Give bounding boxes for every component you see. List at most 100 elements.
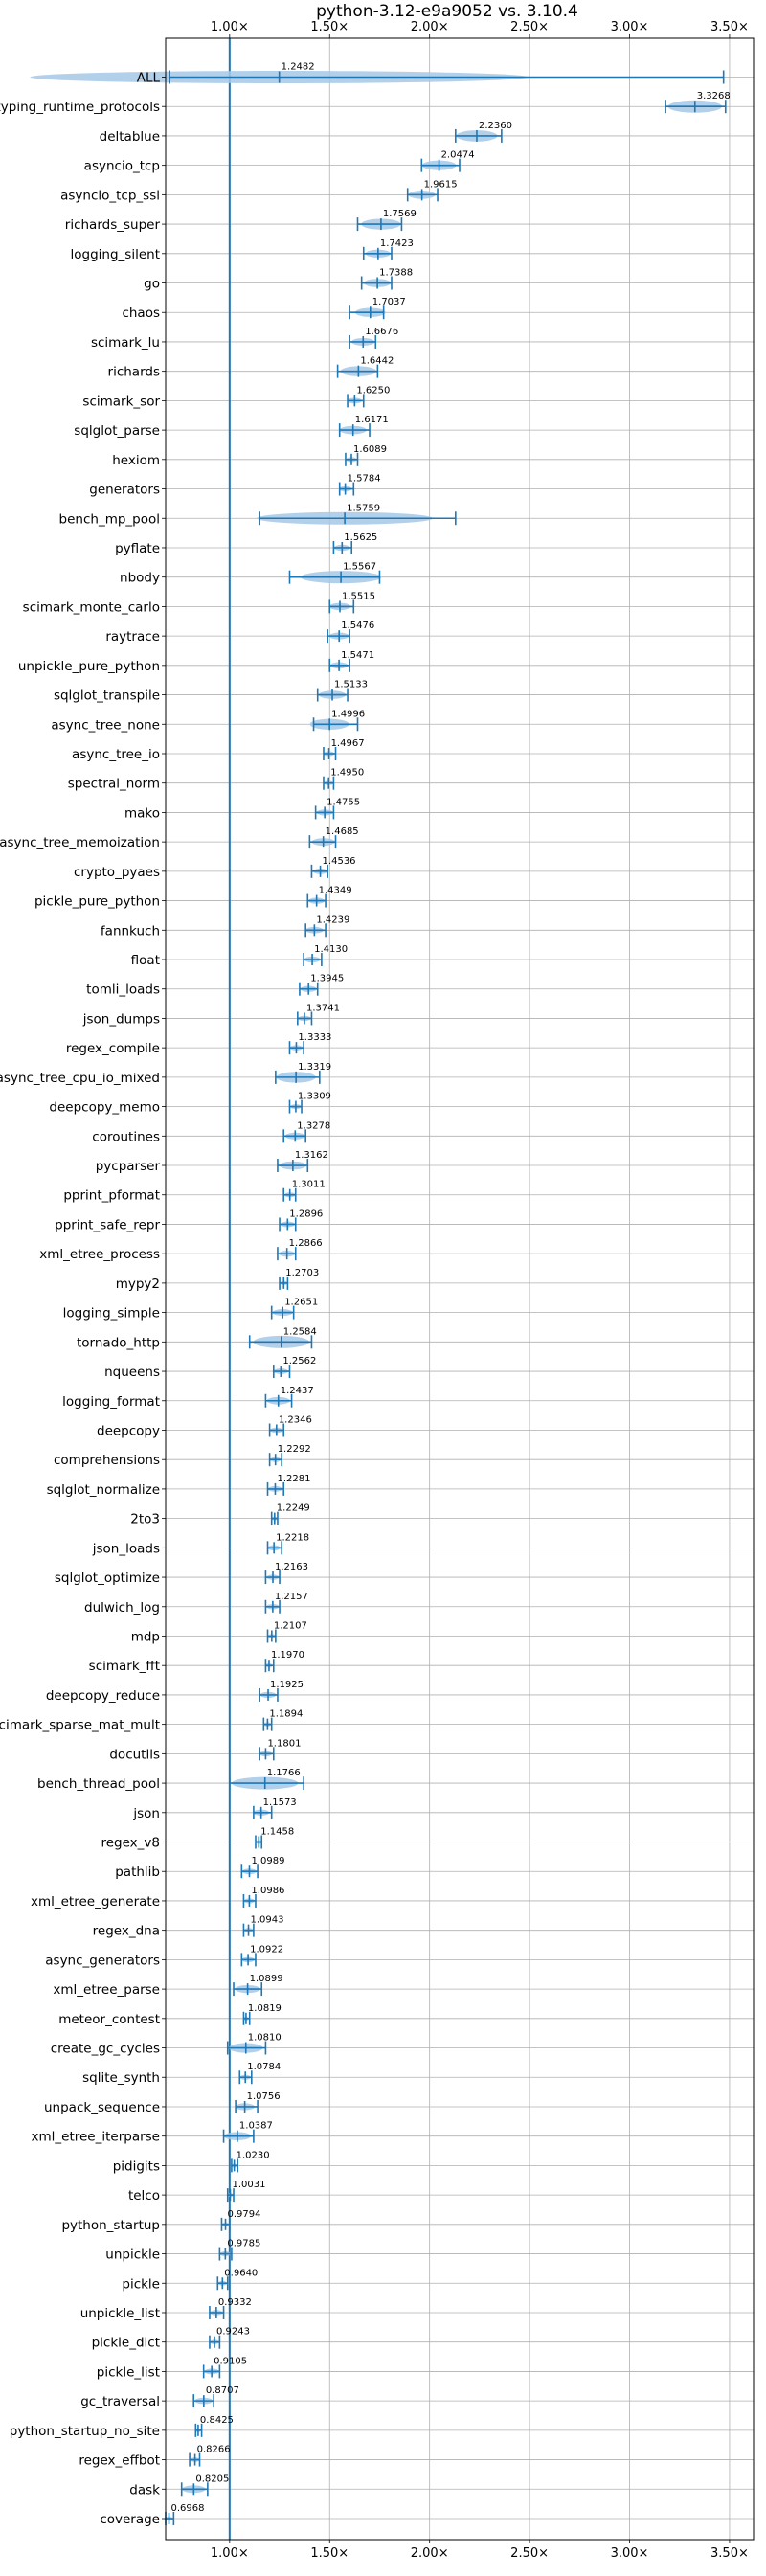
data-label: 1.0031: [232, 2180, 265, 2190]
data-label: 1.2157: [275, 1592, 308, 1602]
data-label: 0.6968: [171, 2503, 205, 2514]
data-label: 1.2584: [283, 1326, 317, 1337]
data-label: 1.2292: [278, 1444, 311, 1455]
category-label: deltablue: [100, 129, 160, 145]
category-label: pycparser: [96, 1159, 161, 1174]
data-label: 1.6089: [353, 444, 387, 455]
data-label: 1.4996: [331, 709, 365, 719]
data-label: 1.1766: [267, 1768, 301, 1778]
data-label: 1.1925: [270, 1680, 304, 1690]
data-label: 1.0819: [248, 2003, 282, 2014]
data-label: 1.2651: [284, 1298, 318, 1308]
data-label: 1.4967: [331, 738, 365, 749]
data-label: 1.3278: [297, 1120, 330, 1131]
category-label: xml_etree_generate: [31, 1894, 160, 1909]
category-label: scimark_sor: [82, 394, 160, 409]
category-label: logging_format: [62, 1394, 160, 1410]
category-label: nbody: [120, 571, 160, 586]
data-label: 2.0474: [441, 150, 475, 161]
category-label: tomli_loads: [86, 983, 160, 998]
data-label: 0.8205: [195, 2474, 229, 2484]
category-label: pprint_pformat: [63, 1188, 160, 1204]
x-tick-label-bottom: 1.50×: [310, 2546, 349, 2561]
data-label: 1.7037: [372, 297, 406, 307]
data-label: 1.0387: [239, 2121, 273, 2132]
category-label: logging_simple: [63, 1306, 160, 1322]
data-label: 1.6171: [355, 415, 389, 425]
category-label: deepcopy_memo: [49, 1100, 160, 1116]
category-label: mypy2: [116, 1277, 160, 1292]
category-label: bench_thread_pool: [37, 1776, 160, 1792]
category-label: regex_dna: [93, 1924, 160, 1939]
category-label: chaos: [122, 305, 160, 321]
plot-frame: [165, 37, 755, 2541]
x-tick-label-top: 3.00×: [611, 20, 649, 34]
category-label: create_gc_cycles: [51, 2042, 160, 2057]
data-label: 0.9105: [214, 2356, 247, 2366]
data-label: 1.4130: [314, 944, 348, 955]
data-label: 1.5759: [347, 503, 380, 513]
category-label: pidigits: [113, 2158, 160, 2174]
category-label: regex_effbot: [79, 2453, 160, 2469]
category-label: hexiom: [112, 453, 160, 468]
category-label: scimark_monte_carlo: [23, 599, 160, 615]
data-label: 1.6676: [365, 327, 398, 337]
data-label: 1.2346: [279, 1414, 312, 1425]
category-label: scimark_fft: [89, 1659, 160, 1674]
x-tick-label-top: 3.50×: [710, 20, 749, 34]
category-label: async_tree_io: [72, 747, 160, 762]
category-label: deepcopy: [97, 1423, 160, 1438]
category-label: gc_traversal: [80, 2394, 160, 2409]
data-label: 1.5625: [344, 532, 377, 543]
category-label: pprint_safe_repr: [55, 1217, 160, 1232]
data-label: 1.2703: [285, 1268, 319, 1278]
category-label: sqlite_synth: [82, 2070, 160, 2086]
data-label: 1.2896: [289, 1209, 323, 1219]
category-label: scimark_lu: [91, 335, 160, 350]
category-label: richards_super: [65, 217, 161, 233]
category-label: pathlib: [115, 1864, 160, 1880]
data-label: 1.5515: [342, 591, 375, 601]
data-label: 1.3333: [298, 1032, 331, 1043]
data-label: 0.8707: [206, 2385, 239, 2396]
chart-title: python-3.12-e9a9052 vs. 3.10.4: [316, 2, 578, 21]
data-label: 1.2281: [277, 1474, 310, 1484]
category-label: xml_etree_parse: [53, 1982, 160, 1998]
category-label: coroutines: [92, 1129, 160, 1144]
data-label: 3.3268: [697, 91, 731, 102]
data-label: 1.4755: [327, 797, 360, 807]
data-label: 1.6250: [356, 385, 390, 395]
category-label: python_startup: [61, 2218, 160, 2233]
category-label: nqueens: [104, 1365, 160, 1380]
category-label: coverage: [100, 2512, 160, 2527]
data-label: 0.8425: [200, 2415, 234, 2426]
data-label: 1.2218: [276, 1532, 309, 1543]
data-label: 1.5476: [341, 621, 374, 631]
data-label: 1.7569: [383, 209, 417, 219]
x-tick-label-top: 1.00×: [211, 20, 249, 34]
category-label: mdp: [131, 1629, 160, 1644]
data-label: 1.4685: [326, 826, 359, 837]
category-label: json_dumps: [82, 1011, 160, 1027]
category-label: xml_etree_iterparse: [32, 2130, 161, 2145]
data-label: 1.2163: [275, 1562, 308, 1572]
category-label: fannkuch: [101, 923, 160, 938]
category-label: async_tree_memoization: [0, 835, 160, 850]
data-label: 1.2482: [282, 62, 315, 73]
category-label: bench_mp_pool: [59, 511, 160, 527]
category-label: typing_runtime_protocols: [0, 100, 160, 115]
data-label: 1.0810: [248, 2033, 282, 2044]
category-label: logging_silent: [71, 247, 160, 262]
data-label: 1.6442: [360, 356, 394, 367]
category-label: unpickle: [105, 2248, 160, 2263]
category-label: xml_etree_process: [39, 1247, 160, 1262]
x-tick-label-top: 2.50×: [510, 20, 549, 34]
grid: [166, 38, 754, 2540]
data-label: 1.2562: [282, 1356, 316, 1367]
series-marks: [30, 70, 727, 2525]
category-label: regex_v8: [101, 1836, 160, 1851]
data-label: 1.0899: [250, 1974, 283, 1984]
data-label: 0.9243: [216, 2327, 250, 2338]
data-label: 2.2360: [479, 121, 512, 131]
data-label: 1.1458: [260, 1827, 294, 1838]
